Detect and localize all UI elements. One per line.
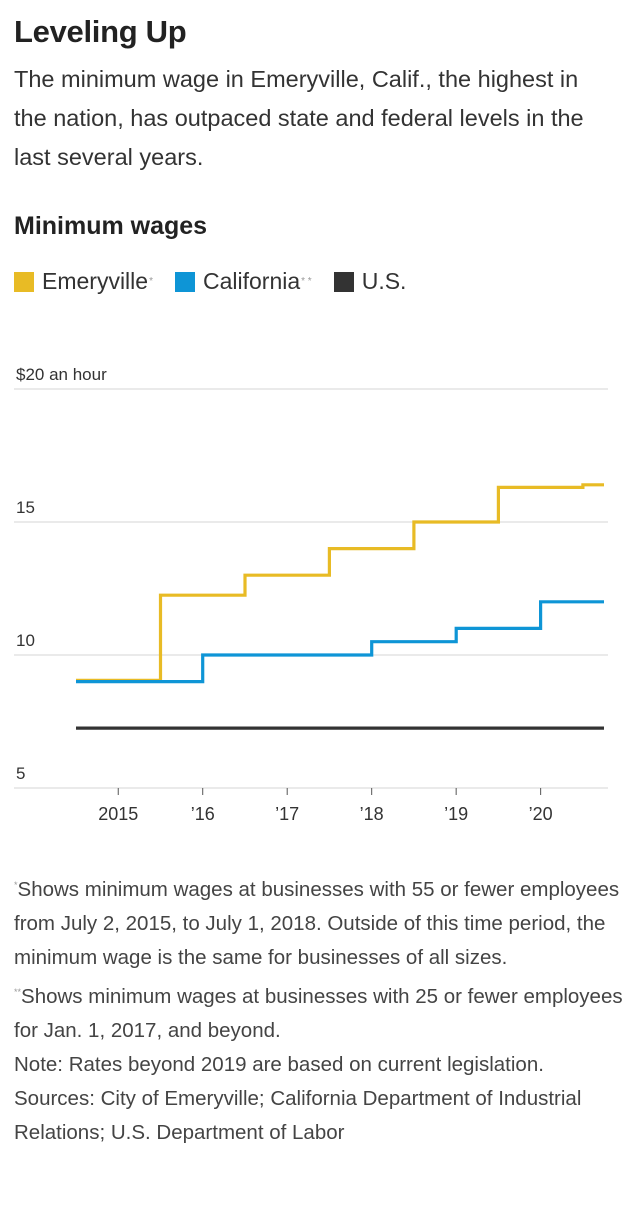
legend-label-emeryville: Emeryville — [42, 268, 149, 294]
legend-mark-california: * * — [301, 276, 312, 287]
y-tick-label-5: 5 — [16, 764, 25, 783]
footnote-1-mark: * — [14, 880, 18, 890]
legend-item-emeryville: Emeryville * — [14, 268, 153, 295]
legend-swatch-us — [333, 271, 354, 292]
series-line-california — [76, 600, 604, 684]
legend-mark-emeryville: * — [149, 276, 153, 287]
footnote-2: **Shows minimum wages at businesses with… — [14, 975, 626, 1048]
y-tick-label-20: $20 an hour — [16, 365, 107, 384]
legend-label-us: U.S. — [361, 268, 407, 294]
chart-title: Minimum wages — [14, 212, 208, 240]
legend-swatch-california — [174, 271, 195, 292]
wage-chart: $20 an hour 15 10 5 2015 ’16 ’17 ’18 ’19 ’20 — [14, 365, 608, 824]
footnote-2-mark: ** — [14, 986, 22, 997]
legend-label-california: California — [202, 268, 301, 294]
footnote-2-text: Shows minimum wages at businesses with 2… — [14, 984, 623, 1042]
legend-swatch-emeryville — [14, 271, 34, 292]
footnote-1: *Shows minimum wages at businesses with … — [14, 868, 626, 975]
x-tick-label-2018: ’18 — [360, 804, 384, 824]
x-tick-label-2017: ’17 — [275, 804, 299, 824]
footnotes: *Shows minimum wages at businesses with … — [14, 868, 626, 1150]
x-tick-label-2016: ’16 — [191, 804, 215, 824]
legend-item-california: California * * — [174, 268, 312, 295]
series-line-emeryville — [76, 483, 604, 682]
headline: Leveling Up — [14, 14, 187, 49]
footnote-sources: Sources: City of Emeryville; California … — [14, 1086, 582, 1144]
x-tick-label-2015: 2015 — [98, 804, 138, 824]
legend-item-us: U.S. — [333, 268, 407, 295]
x-tick-label-2019: ’19 — [444, 804, 468, 824]
y-tick-label-15: 15 — [16, 498, 35, 517]
x-tick-label-2020: ’20 — [529, 804, 553, 824]
dek: The minimum wage in Emeryville, Calif., … — [14, 66, 584, 170]
legend: Emeryville * California * * U.S. — [14, 268, 428, 295]
footnote-1-text: Shows minimum wages at businesses with 5… — [14, 877, 620, 969]
y-tick-label-10: 10 — [16, 631, 35, 650]
footnote-note: Note: Rates beyond 2019 are based on cur… — [14, 1052, 544, 1076]
